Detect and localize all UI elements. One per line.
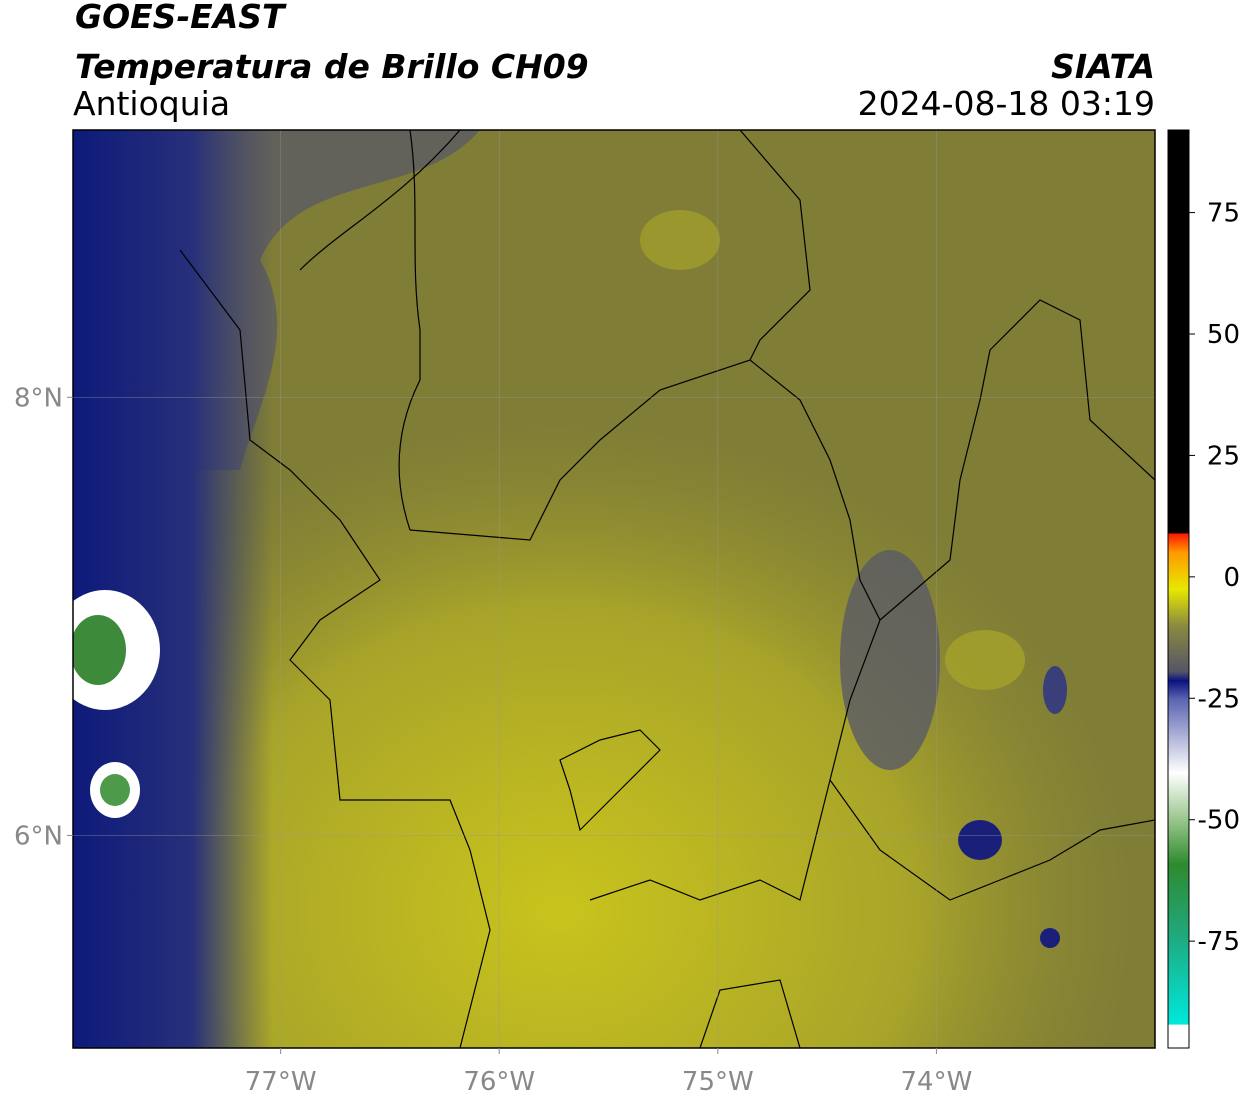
- colorbar-tick-label: 25: [1207, 441, 1240, 471]
- map-frame: [72, 129, 1156, 1049]
- boundaries: [179, 130, 1155, 1048]
- colorbar: [1167, 129, 1190, 1049]
- source: SIATA: [1051, 47, 1155, 86]
- x-tick-label: 75°W: [682, 1067, 754, 1097]
- x-tick-label: 77°W: [245, 1067, 317, 1097]
- colorbar-tick-label: -75: [1198, 927, 1240, 957]
- colorbar-tick-label: -25: [1198, 684, 1240, 714]
- colorbar-tick-label: 50: [1207, 320, 1240, 350]
- graticule: [73, 130, 1155, 1048]
- title: GOES-EAST: [75, 0, 287, 36]
- colorbar-tick-label: 0: [1223, 563, 1240, 593]
- satellite-image: [73, 130, 1155, 1048]
- y-tick-label: 8°N: [14, 383, 63, 413]
- y-tick-label: 6°N: [14, 821, 63, 851]
- x-tick-label: 74°W: [901, 1067, 973, 1097]
- region: Antioquia: [73, 84, 230, 123]
- subtitle: Temperatura de Brillo CH09: [75, 47, 589, 86]
- colorbar-tick-label: 75: [1207, 199, 1240, 229]
- colorbar-tick-label: -50: [1198, 806, 1240, 836]
- datetime: 2024-08-18 03:19: [858, 84, 1155, 123]
- x-tick-label: 76°W: [463, 1067, 535, 1097]
